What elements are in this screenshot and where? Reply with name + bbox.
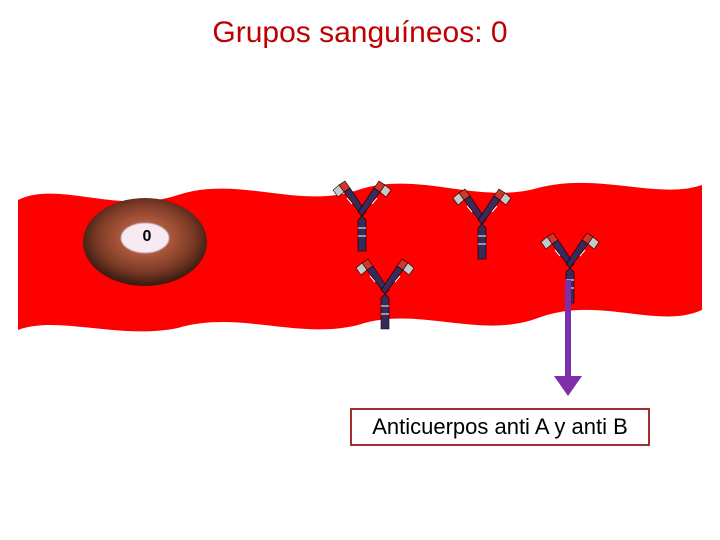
arrow-line <box>565 280 571 380</box>
page-title: Grupos sanguíneos: 0 <box>0 16 720 50</box>
caption-box: Anticuerpos anti A y anti B <box>350 408 650 446</box>
rbc-label: 0 <box>130 228 164 246</box>
arrow-head-icon <box>554 376 582 396</box>
antibody-icon <box>332 180 392 252</box>
antibody-icon <box>452 188 512 260</box>
caption-text: Anticuerpos anti A y anti B <box>372 414 628 439</box>
antibody-icon <box>355 258 415 330</box>
